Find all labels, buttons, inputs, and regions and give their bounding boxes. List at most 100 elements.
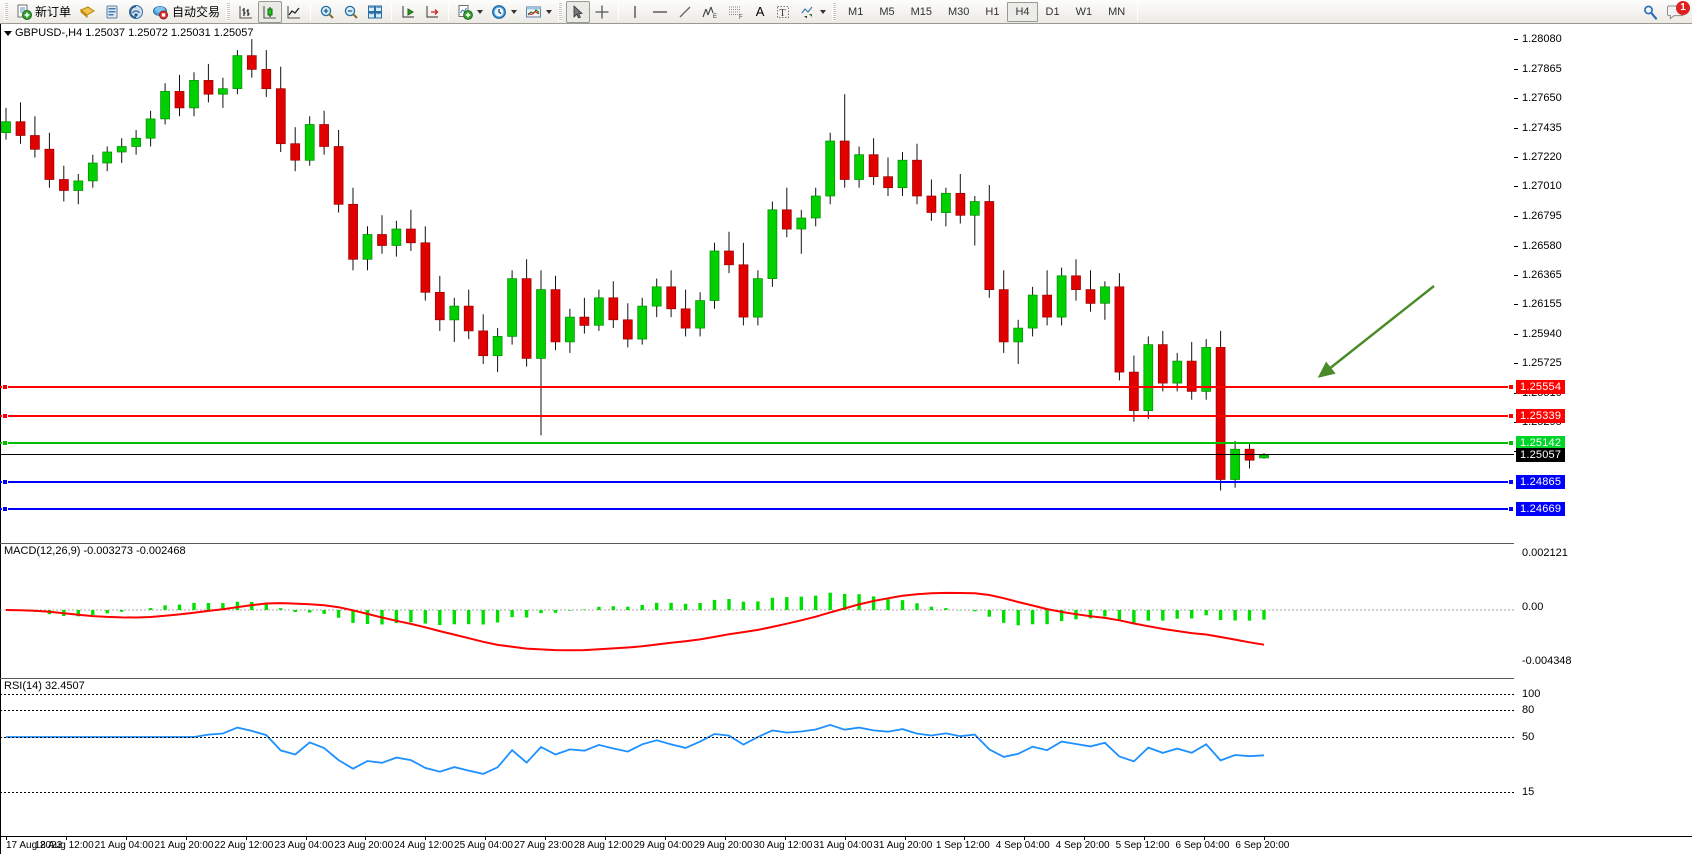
- price-axis-tick: [1514, 39, 1518, 41]
- templates-dropdown-caret[interactable]: [546, 9, 553, 14]
- level-line-target-2[interactable]: [0, 507, 1514, 510]
- timeframe-m1[interactable]: M1: [848, 5, 864, 18]
- price-axis-label: 1.26795: [1522, 209, 1562, 222]
- templates-button[interactable]: [521, 1, 556, 23]
- line-chart-button[interactable]: [282, 1, 306, 23]
- time-axis-tick: [1024, 837, 1026, 840]
- toolbar-grip-1[interactable]: [4, 2, 8, 21]
- level-handle-resistance-2[interactable]: [1508, 413, 1514, 420]
- timeframe-mn[interactable]: MN: [1108, 5, 1126, 18]
- new-order-label: 新订单: [35, 4, 72, 19]
- level-handle-support-1[interactable]: [1508, 440, 1514, 447]
- objects-button[interactable]: [795, 1, 830, 23]
- navigator-button[interactable]: [124, 1, 148, 23]
- toolbar-grip-3[interactable]: [558, 2, 563, 21]
- crosshair-button[interactable]: [590, 1, 614, 23]
- bar-chart-button[interactable]: [234, 1, 258, 23]
- toolbar-separator-4: [618, 2, 620, 21]
- timeframe-h4[interactable]: H4: [1007, 1, 1038, 22]
- time-axis-tick: [245, 837, 247, 840]
- macd-series: [0, 591, 1514, 652]
- level-line-target-1[interactable]: [0, 480, 1514, 483]
- level-tag-resistance-1[interactable]: 1.25554: [1516, 379, 1566, 394]
- periods-dropdown-caret[interactable]: [511, 9, 518, 14]
- autotrading-label: 自动交易: [172, 4, 221, 19]
- time-axis-tick: [1204, 837, 1206, 840]
- rsi-axis-label-15: 15: [1522, 786, 1535, 798]
- price-axis-label: 1.27435: [1522, 121, 1562, 134]
- objects-dropdown-caret[interactable]: [820, 9, 827, 14]
- level-tag-resistance-2[interactable]: 1.25339: [1516, 409, 1566, 424]
- tile-windows-button[interactable]: [363, 1, 387, 23]
- data-window-button[interactable]: [75, 1, 100, 23]
- price-axis-tick: [1514, 215, 1518, 217]
- zoom-in-button[interactable]: [315, 1, 339, 23]
- indicator-dropdown-caret[interactable]: [477, 9, 484, 14]
- strategy-tester-button[interactable]: 自动交易: [148, 1, 224, 23]
- level-handle-left-resistance-2[interactable]: [2, 413, 8, 420]
- time-axis-label: 24 Aug 12:00: [394, 840, 454, 851]
- vertical-line-button[interactable]: [623, 1, 647, 23]
- timeframe-m15[interactable]: M15: [910, 5, 932, 18]
- templates-icon: [525, 4, 542, 20]
- rsi-label: RSI(14) 32.4507: [4, 680, 85, 692]
- chart-symbol-ohlc: GBPUSD-,H4 1.25037 1.25072 1.25031 1.250…: [15, 27, 254, 39]
- toolbar-grip-2[interactable]: [226, 2, 231, 21]
- rsi-axis-label-80: 80: [1522, 704, 1535, 716]
- chart-collapse-icon[interactable]: [4, 30, 12, 36]
- time-axis-tick: [784, 837, 786, 840]
- level-handle-left-target-1[interactable]: [2, 478, 8, 485]
- level-tag-support-1[interactable]: 1.25142: [1516, 436, 1566, 451]
- elliott-wave-button[interactable]: E: [697, 1, 723, 23]
- rsi-pane[interactable]: RSI(14) 32.4507 100 80 50 15: [0, 679, 1692, 799]
- level-tag-target-1[interactable]: 1.24865: [1516, 474, 1566, 489]
- chart-shift-button[interactable]: [420, 1, 444, 23]
- text-label-button[interactable]: T: [771, 1, 795, 23]
- add-indicator-button[interactable]: [453, 1, 487, 23]
- search-button[interactable]: [1642, 4, 1659, 21]
- level-line-current-price[interactable]: [0, 454, 1514, 456]
- new-order-button[interactable]: 新订单: [12, 1, 75, 23]
- zoom-out-button[interactable]: [339, 1, 363, 23]
- timeframe-h1[interactable]: H1: [985, 5, 1000, 18]
- cursor-button[interactable]: [566, 0, 591, 23]
- fibonacci-button[interactable]: F: [723, 1, 749, 23]
- timeframe-m30[interactable]: M30: [948, 5, 970, 18]
- level-handle-left-support-1[interactable]: [2, 440, 8, 447]
- macd-pane[interactable]: MACD(12,26,9) -0.003273 -0.002468 0.0021…: [0, 544, 1692, 674]
- level-handle-target-1[interactable]: [1508, 478, 1514, 485]
- timeframe-w1[interactable]: W1: [1075, 5, 1093, 18]
- level-handle-target-2[interactable]: [1508, 505, 1514, 512]
- bar-chart-icon: [238, 4, 254, 20]
- timeframe-d1[interactable]: D1: [1045, 5, 1060, 18]
- timeframe-m5[interactable]: M5: [879, 5, 895, 18]
- chart-title-bar[interactable]: GBPUSD-,H4 1.25037 1.25072 1.25031 1.250…: [4, 27, 254, 39]
- time-axis-tick: [724, 837, 726, 840]
- svg-text:E: E: [713, 14, 717, 20]
- level-handle-left-resistance-1[interactable]: [2, 383, 8, 390]
- chart-area[interactable]: GBPUSD-,H4 1.25037 1.25072 1.25031 1.250…: [0, 24, 1692, 854]
- text-label-icon: T: [775, 4, 791, 20]
- level-line-resistance-2[interactable]: [0, 415, 1514, 418]
- time-axis-label: 6 Sep 04:00: [1175, 840, 1230, 851]
- price-axis-label: 1.26365: [1522, 269, 1562, 282]
- price-axis-label: 1.27220: [1522, 151, 1562, 164]
- horizontal-line-button[interactable]: [647, 1, 673, 23]
- terminal-button[interactable]: [100, 1, 124, 23]
- level-tag-target-2[interactable]: 1.24669: [1516, 501, 1566, 516]
- level-line-resistance-1[interactable]: [0, 385, 1514, 388]
- price-axis-tick: [1514, 68, 1518, 70]
- price-pane[interactable]: [0, 24, 1692, 518]
- cursor-icon: [570, 4, 586, 20]
- candlestick-chart-button[interactable]: [258, 0, 283, 23]
- periods-button[interactable]: [487, 1, 521, 23]
- trendline-button[interactable]: [673, 1, 697, 23]
- alerts-button[interactable]: 1: [1667, 0, 1690, 21]
- auto-scroll-button[interactable]: [396, 1, 420, 23]
- level-line-support-1[interactable]: [0, 442, 1514, 445]
- level-tag-current-price[interactable]: 1.25057: [1516, 448, 1566, 463]
- toolbar-grip-4[interactable]: [832, 2, 837, 21]
- level-handle-resistance-1[interactable]: [1508, 383, 1514, 390]
- level-handle-left-target-2[interactable]: [2, 505, 8, 512]
- text-tool-button[interactable]: A: [749, 1, 771, 23]
